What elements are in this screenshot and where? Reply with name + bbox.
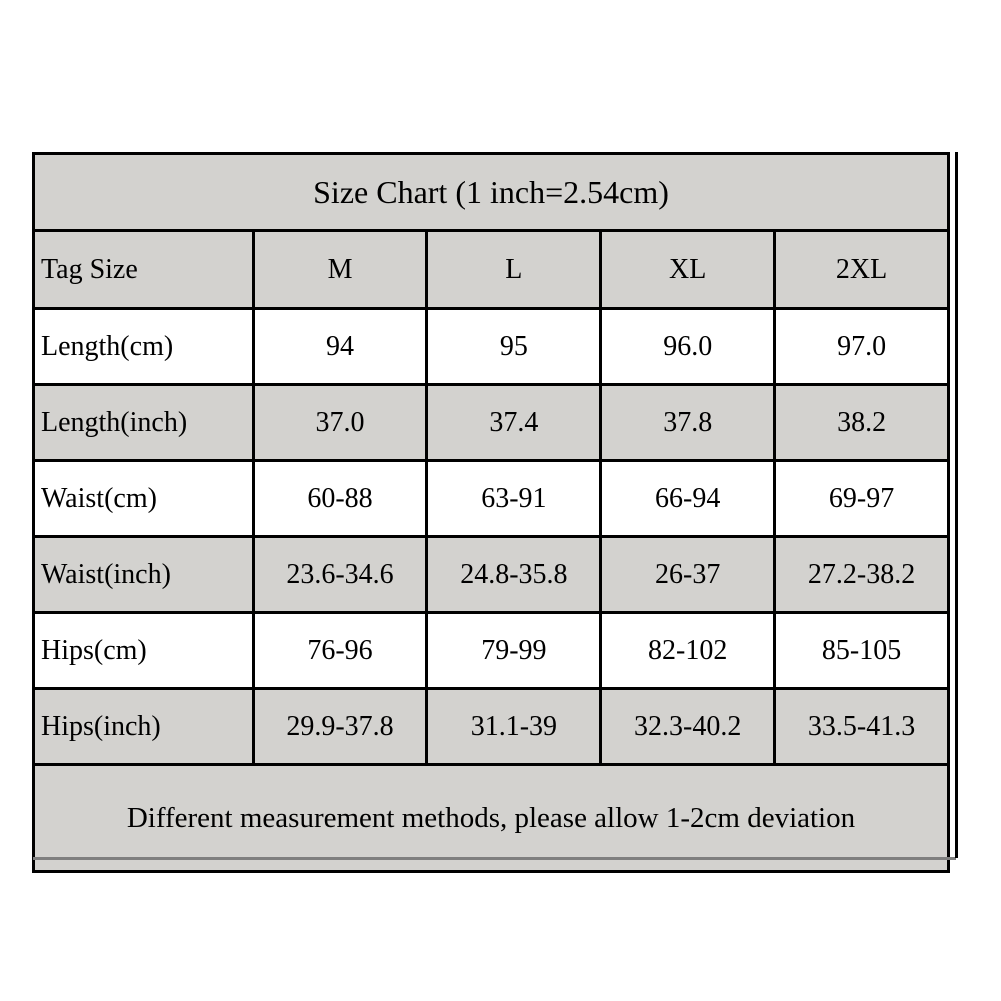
row-label: Length(inch) [32, 383, 255, 462]
cell-value: 63-91 [425, 459, 603, 538]
size-chart-grid: Size Chart (1 inch=2.54cm) Tag Size M L … [32, 152, 950, 873]
cell-value: 37.8 [599, 383, 777, 462]
cell-value: 37.4 [425, 383, 603, 462]
table-row-hips-cm: Hips(cm) 76-96 79-99 82-102 85-105 [32, 611, 950, 690]
cell-value: 94 [251, 307, 429, 386]
cell-value: 79-99 [425, 611, 603, 690]
cell-value: 32.3-40.2 [599, 687, 777, 766]
cell-value: 76-96 [251, 611, 429, 690]
column-header-m: M [251, 229, 429, 310]
row-label: Hips(cm) [32, 611, 255, 690]
table-row-hips-inch: Hips(inch) 29.9-37.8 31.1-39 32.3-40.2 3… [32, 687, 950, 766]
table-row-length-cm: Length(cm) 94 95 96.0 97.0 [32, 307, 950, 386]
table-row-waist-inch: Waist(inch) 23.6-34.6 24.8-35.8 26-37 27… [32, 535, 950, 614]
cell-value: 23.6-34.6 [251, 535, 429, 614]
cell-value: 69-97 [773, 459, 950, 538]
row-label: Waist(cm) [32, 459, 255, 538]
title-row: Size Chart (1 inch=2.54cm) [32, 152, 950, 232]
column-header-tag-size: Tag Size [32, 229, 255, 310]
header-row: Tag Size M L XL 2XL [32, 229, 950, 310]
cell-value: 96.0 [599, 307, 777, 386]
table-title: Size Chart (1 inch=2.54cm) [32, 152, 950, 232]
cell-value: 97.0 [773, 307, 950, 386]
table-footer-note: Different measurement methods, please al… [32, 763, 950, 873]
cell-value: 95 [425, 307, 603, 386]
cell-value: 37.0 [251, 383, 429, 462]
row-label: Hips(inch) [32, 687, 255, 766]
row-label: Waist(inch) [32, 535, 255, 614]
cell-value: 38.2 [773, 383, 950, 462]
cell-value: 85-105 [773, 611, 950, 690]
cell-value: 27.2-38.2 [773, 535, 950, 614]
cell-value: 24.8-35.8 [425, 535, 603, 614]
cell-value: 82-102 [599, 611, 777, 690]
table-row-length-inch: Length(inch) 37.0 37.4 37.8 38.2 [32, 383, 950, 462]
cell-value: 60-88 [251, 459, 429, 538]
cell-value: 31.1-39 [425, 687, 603, 766]
column-header-l: L [425, 229, 603, 310]
cell-value: 29.9-37.8 [251, 687, 429, 766]
cell-value: 33.5-41.3 [773, 687, 950, 766]
size-chart-table: Size Chart (1 inch=2.54cm) Tag Size M L … [32, 152, 958, 873]
cell-value: 66-94 [599, 459, 777, 538]
table-row-waist-cm: Waist(cm) 60-88 63-91 66-94 69-97 [32, 459, 950, 538]
cell-value: 26-37 [599, 535, 777, 614]
footer-row: Different measurement methods, please al… [32, 763, 950, 873]
column-header-2xl: 2XL [773, 229, 950, 310]
row-label: Length(cm) [32, 307, 255, 386]
column-header-xl: XL [599, 229, 777, 310]
